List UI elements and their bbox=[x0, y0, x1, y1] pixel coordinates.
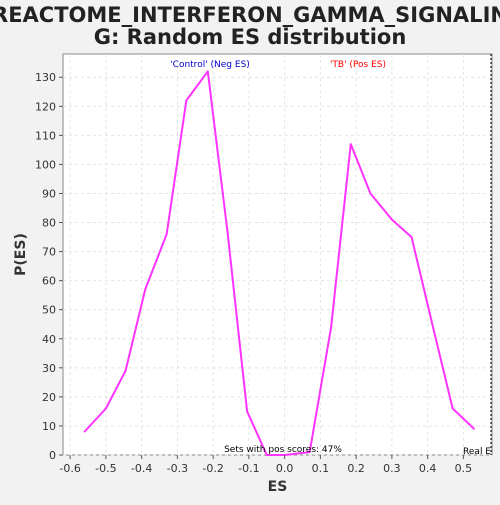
x-tick-label: -0.2 bbox=[202, 462, 223, 475]
data-point bbox=[451, 407, 454, 410]
data-point bbox=[349, 143, 352, 145]
pos-scores-footer: Sets with pos scores: 47% bbox=[224, 445, 342, 455]
y-tick-label: 60 bbox=[42, 275, 56, 288]
y-tick-label: 20 bbox=[42, 391, 56, 404]
x-tick-label: -0.6 bbox=[59, 462, 80, 475]
data-point bbox=[246, 410, 248, 413]
data-point bbox=[410, 236, 413, 238]
data-point bbox=[105, 407, 107, 410]
y-tick-label: 40 bbox=[42, 333, 56, 346]
y-tick-label: 90 bbox=[42, 187, 56, 200]
data-point bbox=[206, 70, 209, 73]
grid bbox=[63, 54, 492, 456]
x-tick-label: 0.0 bbox=[276, 462, 294, 475]
x-tick-label: 0.1 bbox=[312, 462, 330, 475]
data-point bbox=[330, 326, 332, 328]
y-tick-label: 120 bbox=[35, 100, 56, 113]
x-tick-label: 0.4 bbox=[419, 462, 437, 475]
data-point bbox=[391, 218, 393, 221]
ticks: 0 10 20 30 40 50 60 70 80 90 100 110 120 130 -0.6 -0.5 -… bbox=[35, 71, 472, 475]
data-point bbox=[144, 288, 147, 291]
data-point bbox=[226, 230, 229, 233]
y-tick-label: 10 bbox=[42, 420, 56, 433]
x-tick-label: -0.1 bbox=[238, 462, 259, 475]
y-tick-label: 80 bbox=[42, 217, 56, 230]
data-point bbox=[369, 192, 372, 195]
data-point bbox=[124, 369, 127, 372]
x-tick-label: -0.3 bbox=[167, 462, 188, 475]
chart-title-line1: REACTOME_INTERFERON_GAMMA_SIGNALIN bbox=[0, 3, 500, 27]
data-point bbox=[265, 454, 268, 456]
y-tick-label: 50 bbox=[42, 304, 56, 317]
data-point bbox=[83, 430, 86, 433]
y-tick-label: 70 bbox=[42, 246, 56, 259]
x-axis-label: ES bbox=[268, 479, 288, 495]
y-tick-label: 30 bbox=[42, 362, 56, 375]
chart-title-line2: G: Random ES distribution bbox=[94, 25, 407, 49]
x-tick-label: 0.3 bbox=[383, 462, 401, 475]
y-tick-label: 130 bbox=[35, 71, 56, 84]
data-point bbox=[165, 233, 168, 235]
real-es-label: Real E bbox=[463, 447, 491, 457]
x-tick-label: 0.2 bbox=[347, 462, 365, 475]
y-tick-label: 100 bbox=[35, 158, 56, 171]
series-line bbox=[83, 70, 475, 456]
data-point bbox=[432, 326, 434, 328]
neg-es-label: 'Control' (Neg ES) bbox=[170, 60, 250, 70]
y-tick-label: 0 bbox=[49, 449, 56, 462]
x-tick-label: -0.5 bbox=[95, 462, 116, 475]
y-axis-label: P(ES) bbox=[13, 233, 29, 276]
data-point bbox=[308, 451, 311, 453]
series-layer bbox=[83, 70, 475, 456]
x-tick-label: 0.5 bbox=[455, 462, 473, 475]
x-tick-label: -0.4 bbox=[131, 462, 152, 475]
pos-es-label: 'TB' (Pos ES) bbox=[330, 60, 386, 70]
y-tick-label: 110 bbox=[35, 129, 56, 142]
data-point bbox=[473, 428, 475, 430]
plot-area bbox=[62, 53, 493, 456]
data-point bbox=[185, 99, 188, 102]
